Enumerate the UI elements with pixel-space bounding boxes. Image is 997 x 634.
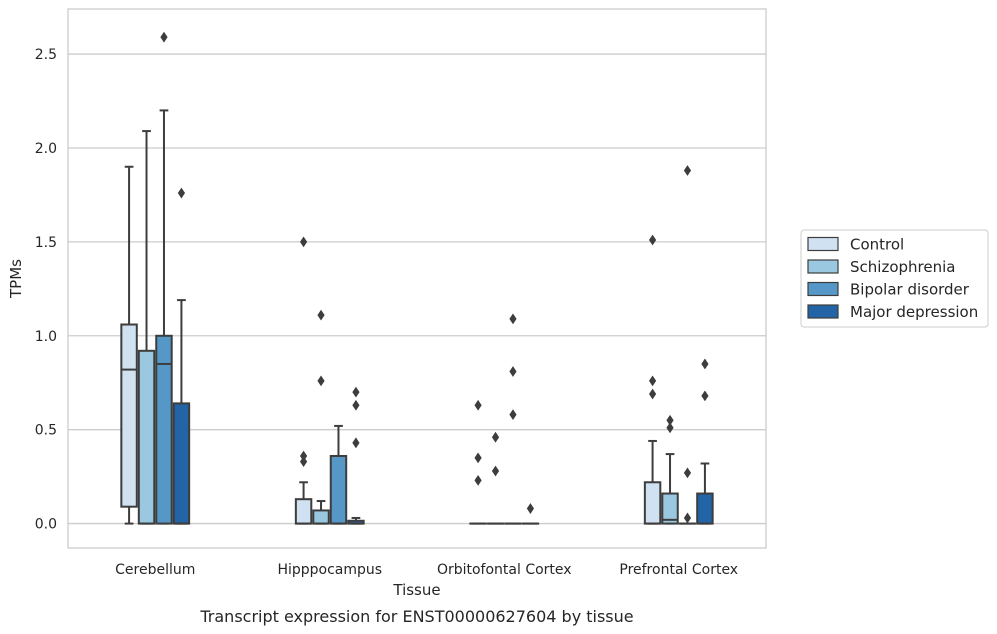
plot-area [67, 8, 767, 549]
box-body [329, 454, 348, 525]
box-orbitofontal-cortex-major-depression [521, 503, 540, 525]
legend-label: Control [850, 236, 904, 254]
box-prefrontal-cortex-control [643, 234, 662, 525]
y-tick-label: 1.0 [35, 329, 57, 345]
box-hipppocampus-bipolar-disorder [329, 424, 348, 525]
x-tick-label: Hipppocampus [277, 562, 382, 578]
y-tick-label: 2.0 [35, 141, 57, 157]
legend-swatch [807, 304, 839, 319]
box-cerebellum-major-depression [172, 187, 191, 525]
outlier-point [317, 309, 325, 321]
box-hipppocampus-major-depression [347, 386, 365, 525]
box-prefrontal-cortex-schizophrenia [661, 414, 679, 525]
outlier-point [526, 503, 535, 514]
legend-frame [800, 229, 989, 328]
outlier-point [701, 358, 709, 370]
outlier-point [299, 236, 308, 248]
x-axis-label: Tissue [392, 581, 440, 599]
legend-item-bipolar-disorder: Bipolar disorder [807, 281, 970, 299]
boxes [120, 31, 714, 525]
outlier-point [491, 465, 500, 477]
outlier-point [474, 399, 482, 411]
outlier-point [491, 431, 500, 443]
legend-label: Bipolar disorder [850, 281, 970, 299]
box-orbitofontal-cortex-bipolar-disorder [504, 313, 522, 525]
y-axis-ticks: 0.0 0.5 1.0 1.5 2.0 2.5 [35, 47, 57, 533]
legend-item-control: Control [807, 236, 904, 254]
outlier-point [666, 414, 674, 426]
outlier-point [666, 422, 674, 434]
outlier-point [352, 399, 360, 411]
outlier-point [299, 456, 308, 468]
legend-label: Schizophrenia [850, 258, 955, 276]
outlier-point [648, 234, 657, 246]
outlier-point [701, 390, 709, 402]
box-body [661, 492, 679, 525]
box-body [120, 323, 138, 508]
outlier-point [474, 452, 482, 464]
box-body [696, 492, 714, 525]
box-body [312, 509, 330, 525]
box-body [294, 498, 313, 525]
legend-swatch [807, 281, 839, 297]
legend: Control Schizophrenia Bipolar disorder Majo… [800, 229, 989, 328]
box-cerebellum-schizophrenia [137, 130, 156, 525]
outlier-point [299, 450, 308, 462]
box-cerebellum-control [120, 165, 138, 525]
x-tick-label: Prefrontal Cortex [619, 562, 738, 578]
outlier-point [683, 467, 692, 479]
y-tick-label: 1.5 [35, 235, 57, 251]
box-prefrontal-cortex-major-depression [696, 358, 714, 525]
outlier-point [160, 31, 168, 43]
x-tick-label: Cerebellum [115, 562, 195, 578]
outlier-point [683, 512, 692, 524]
legend-swatch [807, 259, 839, 274]
box-hipppocampus-schizophrenia [312, 309, 330, 525]
y-axis-label: TPMs [7, 259, 25, 299]
chart-caption: Transcript expression for ENST0000062760… [199, 607, 633, 626]
outlier-point [509, 366, 517, 377]
x-axis-ticks: Cerebellum Hipppocampus Orbitofontal Corte… [115, 562, 738, 578]
box-orbitofontal-cortex-schizophrenia [486, 431, 505, 525]
outlier-point [648, 375, 657, 387]
outlier-point [352, 386, 360, 398]
legend-item-major-depression: Major depression [807, 303, 978, 321]
box-orbitofontal-cortex-control [469, 399, 487, 525]
outlier-point [683, 165, 692, 176]
legend-item-schizophrenia: Schizophrenia [807, 258, 955, 276]
box-body [137, 349, 156, 525]
box-body [155, 334, 173, 525]
outlier-point [474, 474, 482, 486]
box-body [172, 402, 191, 525]
outlier-point [352, 437, 360, 449]
x-tick-label: Orbitofontal Cortex [437, 562, 572, 578]
outlier-point [177, 187, 186, 199]
legend-label: Major depression [850, 303, 978, 321]
outlier-point [509, 409, 517, 421]
box-hipppocampus-control [294, 236, 313, 525]
outlier-point [509, 313, 517, 325]
y-tick-label: 0.0 [35, 517, 57, 533]
y-tick-label: 0.5 [35, 423, 57, 439]
box-body [643, 481, 662, 525]
y-tick-label: 2.5 [35, 47, 57, 63]
outlier-point [648, 388, 657, 400]
box-prefrontal-cortex-bipolar-disorder [678, 165, 697, 525]
outlier-point [317, 375, 325, 387]
legend-swatch [807, 236, 839, 252]
box-cerebellum-bipolar-disorder [155, 31, 173, 525]
